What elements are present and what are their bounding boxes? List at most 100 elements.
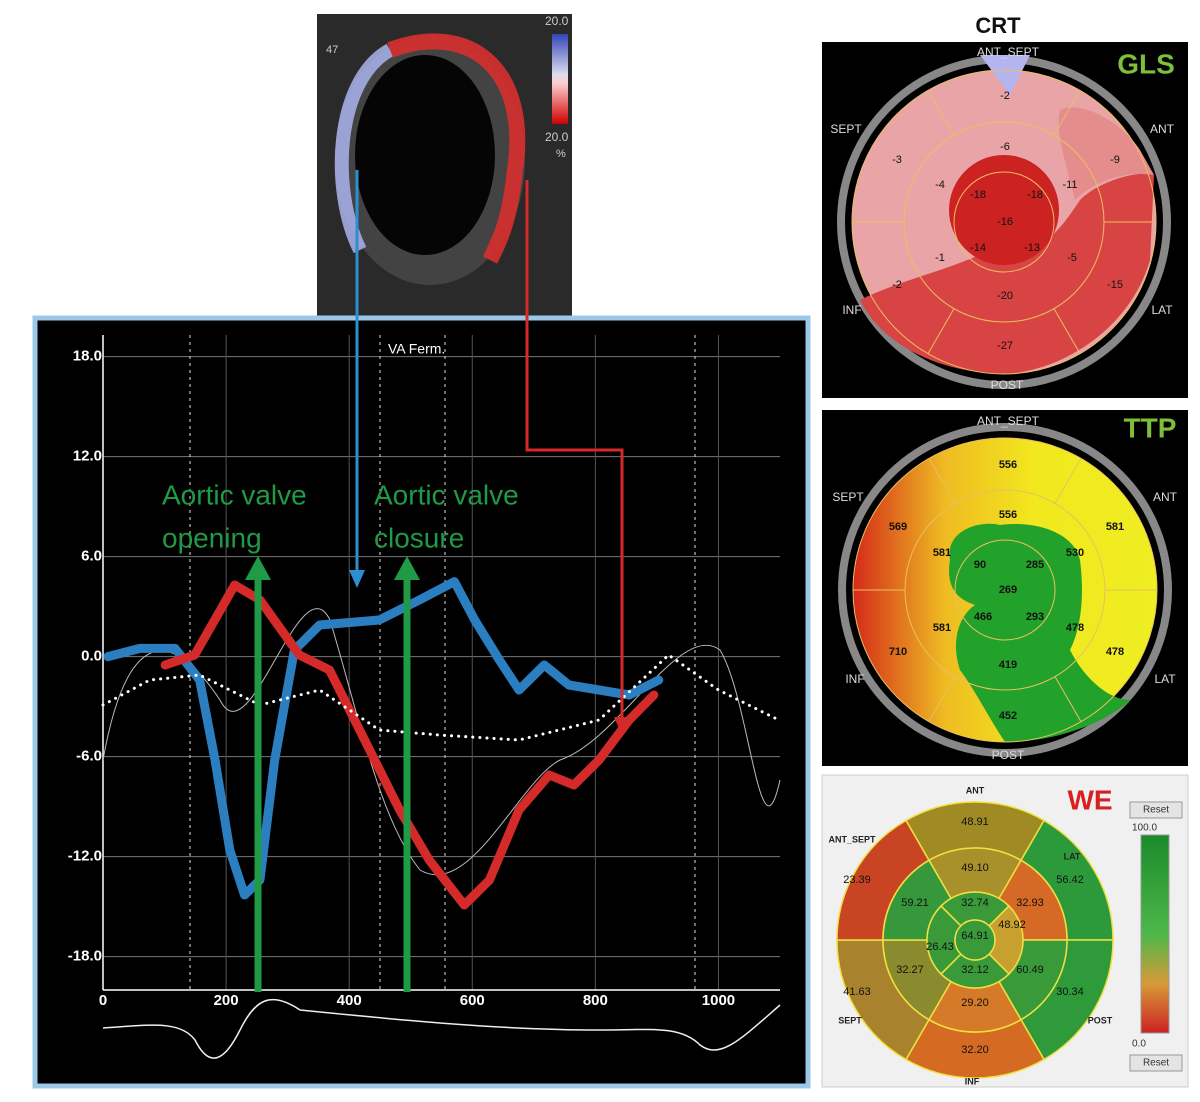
segment-value: 419 [999,659,1017,671]
region-label: ANT_SEPT [977,45,1040,59]
segment-value: 32.27 [896,964,924,976]
region-label: ANT [1153,490,1178,504]
thin-trace [102,608,781,876]
echo-lateral-wall [387,33,526,264]
we-scale [1140,834,1170,1034]
annotation: Aortic valve [162,479,307,510]
segment-value: 48.92 [998,919,1026,931]
x-tick-label: 0 [99,992,107,1009]
region-label: POST [992,748,1025,762]
x-tick-label: 800 [583,992,608,1009]
segment-value: 49.10 [961,862,989,874]
segment-value: -16 [997,216,1013,228]
segment-value: -15 [1107,279,1123,291]
blue-arrowhead [349,570,365,588]
segment-value: 59.21 [901,897,929,909]
segment-value: 478 [1106,646,1124,658]
y-tick-label: -12.0 [68,848,102,865]
reset-button[interactable] [1129,1054,1183,1072]
segment-value: -13 [1024,242,1040,254]
segment-value: 90 [974,559,986,571]
segment-value: -5 [1067,252,1077,264]
segment-value: -2 [892,279,902,291]
segment-value: -20 [997,290,1013,302]
annotation: Aortic valve [374,479,519,510]
echo-label: 20.0 [545,130,569,144]
segment-value: -4 [935,179,945,191]
x-tick-label: 600 [460,992,485,1009]
segment-value: -27 [997,340,1013,352]
red-arrow [525,180,624,725]
spoke-line [927,308,955,354]
spoke-line [927,90,955,136]
region-label: INF [965,1076,980,1086]
segment-value: 569 [889,521,907,533]
strain-region [860,173,1154,374]
reset-label: Reset [1143,805,1169,816]
ecg-trace [102,999,781,1059]
segment-value: -9 [1110,154,1120,166]
region-label: SEPT [830,122,862,136]
scale-label: 100.0 [1132,823,1157,834]
spoke-line [1054,676,1082,722]
segment-value: 269 [999,584,1017,596]
ttp-region [949,523,1130,742]
segment-value: 478 [1066,622,1084,634]
panel-title: TTP [1124,412,1177,443]
strain-blip [980,55,1030,95]
bullseyes: GLS ANT_SEPT ANT LAT POST INF SEPT -2 -3 -6 -9 -4 -1… [828,45,1183,1086]
valve-arrowhead [245,556,271,580]
segment-value: 32.74 [961,897,989,909]
echo-septal-wall [334,43,394,254]
segment-value: 293 [1026,611,1044,623]
segment-value: 23.39 [843,874,871,886]
segment-value: 60.49 [1016,964,1044,976]
region-label: ANT [966,785,985,795]
y-tick-label: -18.0 [68,948,102,965]
region-label: ANT_SEPT [828,834,876,844]
y-tick-label: 0.0 [81,648,102,665]
strain-core [949,155,1059,265]
region-label: ANT_SEPT [977,414,1040,428]
segment-value: 530 [1066,547,1084,559]
segment-value: 32.12 [961,964,989,976]
ring-line [953,171,1055,273]
segment-value: 452 [999,710,1017,722]
spoke-line [1053,90,1081,136]
panel-header: CRT [975,13,1021,38]
segment-value: -18 [1027,189,1043,201]
echo-image: 47 20.0 20.0 % [317,14,572,318]
series-line [160,580,659,910]
echo-label: % [556,148,566,160]
y-tick-label: 18.0 [73,348,102,365]
segment-value: 41.63 [843,986,871,998]
segment-value: 56.42 [1056,874,1084,886]
echo-cavity [355,55,495,255]
segment-value: -14 [970,242,986,254]
panel-title: GLS [1117,48,1175,79]
region-label: INF [845,672,864,686]
segment-value: 466 [974,611,992,623]
reset-button[interactable] [1129,801,1183,819]
region-label: SEPT [832,490,864,504]
segment-value: 556 [999,509,1017,521]
annotation: opening [162,522,262,553]
segment-value: 581 [933,547,951,559]
region-label: SEPT [838,1015,862,1025]
segment-value: -18 [970,189,986,201]
annotation: closure [374,522,464,553]
chart-panel [32,315,811,1089]
segment-value: -3 [892,154,902,166]
y-tick-label: 12.0 [73,448,102,465]
panel-title: WE [1067,784,1112,815]
segment-value: 581 [1106,521,1124,533]
chart-title: VA Ferm. [388,341,445,357]
echo-label: 47 [326,44,338,56]
region-label: POST [1088,1015,1113,1025]
spoke-line [1053,308,1081,354]
segment-value: 710 [889,646,907,658]
we-apex [954,919,996,961]
plot-area: 18.0 12.0 6.0 0.0 -6.0 -12.0 -18.0 0 200 400 600 80… [68,170,781,1059]
echo-label: 20.0 [545,14,569,28]
